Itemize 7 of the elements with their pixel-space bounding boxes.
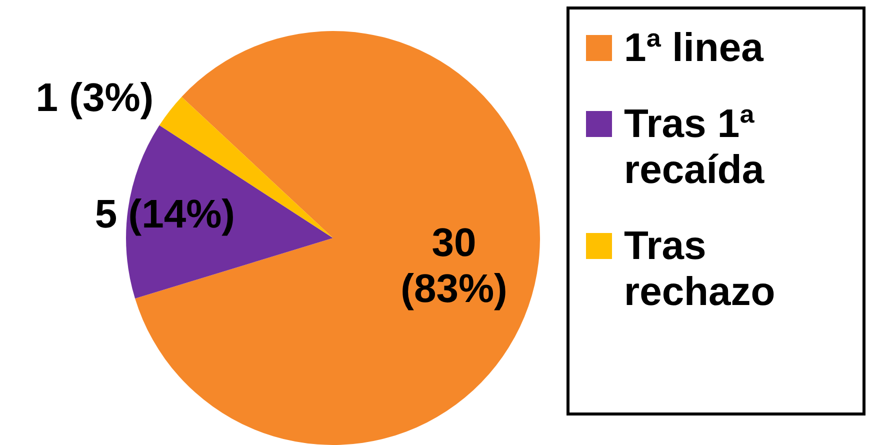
data-label: 30 (83%): [400, 220, 508, 311]
legend-label: Tras rechazo: [624, 224, 776, 314]
data-label: 1 (3%): [36, 76, 154, 120]
legend-label: 1ª linea: [624, 26, 764, 70]
pie-slice: [126, 125, 333, 299]
legend-label: Tras 1ª recaída: [624, 102, 765, 192]
data-label: 5 (14%): [94, 192, 235, 236]
